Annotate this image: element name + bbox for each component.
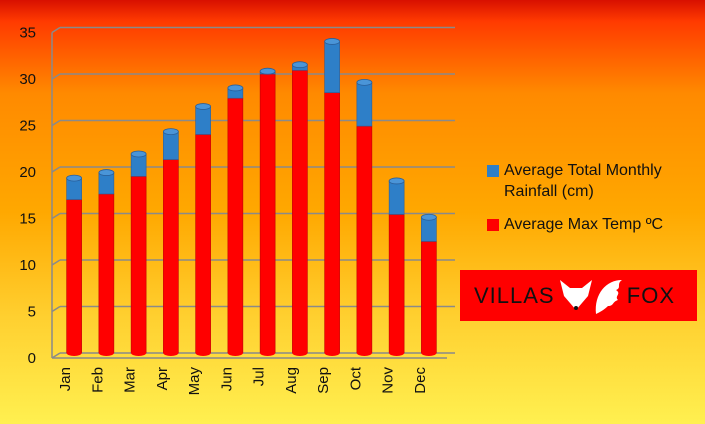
bar-cap (66, 174, 83, 182)
gridline-side (51, 352, 61, 359)
x-tick-label: Apr (154, 367, 171, 390)
x-tick-label: Jun (218, 367, 235, 391)
bar-base (389, 350, 405, 356)
bar-base (66, 350, 82, 356)
bar-base (260, 350, 276, 356)
y-tick-label: 0 (28, 350, 36, 367)
bar-cap (291, 61, 308, 69)
y-tick-label: 25 (19, 118, 36, 135)
gridline-side (51, 119, 61, 127)
gridline-side (51, 73, 61, 80)
x-tick-label: Aug (283, 367, 300, 394)
bar-cap (98, 169, 115, 176)
legend-label-temp: Average Max Temp ºC (504, 216, 664, 233)
bar-rainfall (163, 131, 179, 160)
bar-temp (259, 73, 276, 354)
legend-item-temp: Average Max Temp ºC (487, 214, 702, 235)
y-tick-label: 15 (19, 211, 36, 228)
villas-fox-logo: VILLAS FOX (460, 270, 697, 321)
legend: Average Total Monthly Rainfall (cm) Aver… (487, 160, 702, 247)
bar-base (131, 350, 147, 356)
x-tick-label: Sep (315, 367, 332, 394)
bar-rainfall (421, 216, 437, 242)
bar-temp (163, 159, 179, 354)
legend-label-rainfall: Average Total Monthly Rainfall (cm) (504, 162, 662, 200)
fox-icon (559, 279, 622, 314)
bar-base (421, 350, 437, 356)
bar-cap (259, 67, 276, 75)
bar-cap (195, 103, 212, 110)
bar-temp (421, 241, 437, 354)
x-tick-label: Oct (347, 366, 364, 390)
bar-temp (356, 125, 373, 354)
bar-base (195, 350, 211, 356)
legend-item-rainfall: Average Total Monthly Rainfall (cm) (487, 160, 702, 202)
bar-rainfall (388, 180, 405, 215)
x-tick-label: Jan (57, 367, 74, 391)
bar-temp (292, 69, 308, 354)
bar-base (227, 350, 243, 356)
logo-text-right: FOX (626, 282, 675, 308)
bar-temp (324, 92, 340, 354)
bar-temp (227, 97, 244, 354)
x-tick-label: Jul (251, 367, 268, 386)
legend-swatch-rainfall (487, 165, 499, 177)
gridline-side (51, 166, 61, 173)
y-tick-label: 10 (19, 257, 36, 274)
x-tick-label: Feb (89, 367, 106, 393)
gridline-side (51, 259, 61, 266)
bar-base (98, 350, 114, 356)
bar-temp (66, 199, 82, 354)
bar-cap (324, 38, 341, 45)
bar-cap (388, 177, 405, 185)
bar-temp (195, 134, 211, 354)
bar-temp (388, 214, 405, 354)
x-tick-label: May (186, 367, 203, 396)
bar-base (324, 350, 340, 356)
y-tick-label: 5 (28, 304, 36, 321)
bar-rainfall (356, 82, 373, 127)
bar-temp (130, 176, 147, 354)
bar-cap (356, 78, 373, 86)
gridline-side (51, 305, 61, 313)
bar-base (356, 350, 372, 356)
y-tick-label: 30 (19, 71, 36, 88)
bar-cap (162, 128, 179, 136)
gridline-side (51, 212, 61, 220)
gridline-side (51, 26, 61, 34)
y-tick-label: 20 (19, 164, 36, 181)
y-tick-label: 35 (19, 25, 36, 42)
bar-rainfall (324, 41, 340, 93)
bar-cap (227, 84, 244, 92)
x-tick-label: Mar (122, 367, 139, 393)
bar-cap (130, 150, 147, 158)
bar-rainfall (195, 106, 211, 135)
bar-cap (420, 213, 437, 221)
bar-base (163, 350, 179, 356)
x-tick-label: Dec (412, 367, 429, 394)
bar-temp (98, 193, 115, 354)
x-tick-label: Nov (380, 367, 397, 394)
logo-text-left: VILLAS (474, 282, 555, 308)
bar-base (292, 350, 308, 356)
legend-swatch-temp (487, 219, 499, 231)
